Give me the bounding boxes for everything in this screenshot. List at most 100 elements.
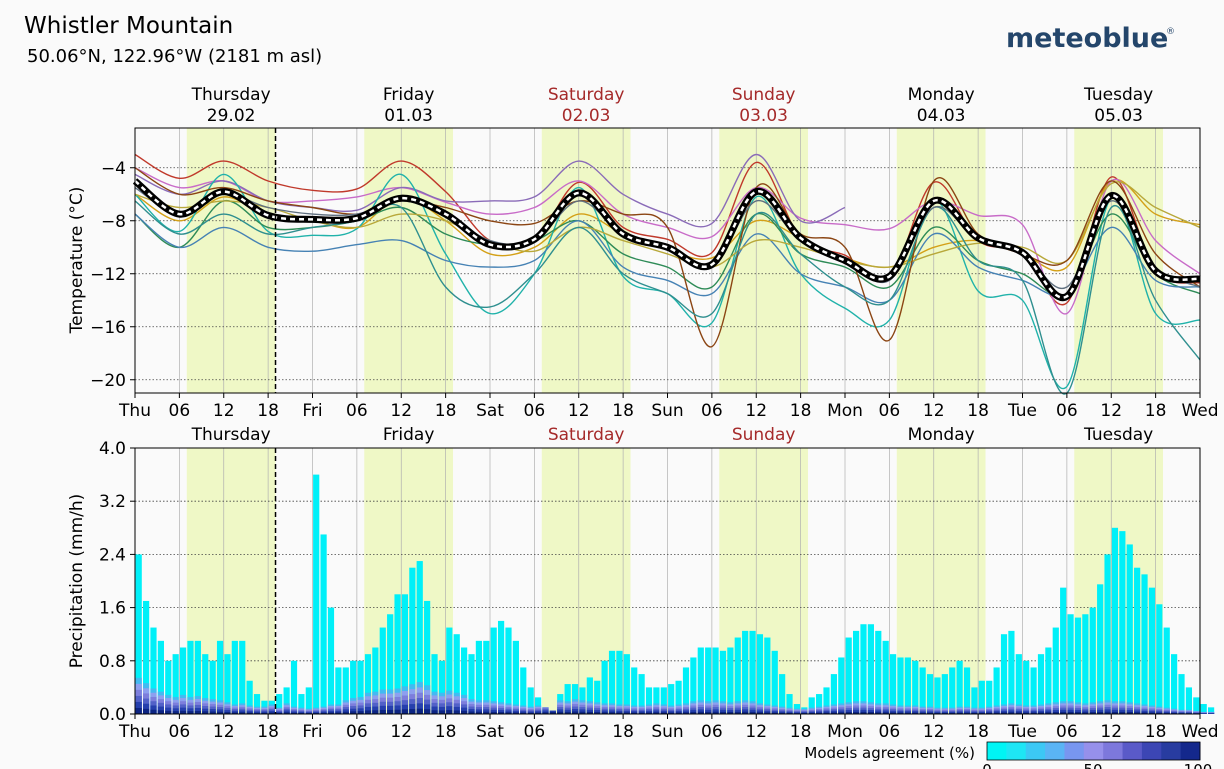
precipitation-bar [690,657,697,714]
precipitation-bar [1156,604,1163,714]
precipitation-bar [919,667,926,714]
precipitation-agreement-segment [379,709,386,714]
precipitation-agreement-segment [1148,711,1156,714]
precipitation-agreement-segment [808,712,815,714]
precipitation-bar [986,680,993,714]
precipitation-xtick-label: 18 [1145,722,1167,742]
precipitation-agreement-segment [631,712,638,714]
precipitation-bar [298,694,305,714]
precipitation-agreement-segment [497,712,505,714]
precipitation-xtick-label: 06 [701,722,723,742]
precipitation-bar [187,640,194,714]
precipitation-agreement-segment [638,711,645,714]
temperature-xtick-label: 12 [1100,401,1122,421]
precipitation-agreement-segment [764,712,771,714]
precipitation-agreement-segment [860,711,867,714]
precipitation-xtick-label: 18 [790,722,812,742]
temperature-day-date-3: 03.03 [739,106,788,126]
legend-swatch-2 [1025,742,1046,760]
precipitation-agreement-segment [468,711,475,714]
temperature-day-date-4: 04.03 [917,106,966,126]
temperature-ytick-label: −16 [90,318,126,338]
temperature-day-name-3: Sunday [732,85,796,105]
precipitation-bar [194,640,201,714]
precipitation-agreement-segment [1126,712,1133,714]
temperature-day-name-1: Friday [383,85,435,105]
precipitation-bar [179,647,187,714]
temperature-y-ticks: −4 −8 −12 −16 −20 [90,159,135,391]
precipitation-xtick-label: 18 [435,722,457,742]
precipitation-agreement-segment [1119,711,1126,714]
precipitation-bar [135,554,142,714]
precipitation-agreement-segment [1089,712,1096,714]
precipitation-xtick-label: Wed [1181,722,1218,742]
precipitation-bar [1023,660,1030,714]
precipitation-agreement-segment [438,710,446,714]
temperature-xtick-label: 18 [967,401,989,421]
precipitation-bar [357,660,364,714]
precipitation-agreement-segment [668,711,675,714]
precipitation-agreement-segment [660,712,667,714]
precipitation-agreement-segment [1000,712,1008,714]
precipitation-bar [601,660,608,714]
precipitation-agreement-segment [986,712,993,714]
precipitation-ytick-label: 0.0 [99,705,126,725]
precipitation-ytick-label: 3.2 [99,492,126,512]
precipitation-agreement-segment [601,712,608,714]
precipitation-bar [867,624,874,714]
precipitation-agreement-segment [1163,712,1170,714]
precipitation-agreement-segment [779,712,786,714]
precipitation-bar [216,640,224,714]
precipitation-agreement-segment [520,712,527,714]
precipitation-bar [335,667,342,714]
precipitation-bar [675,680,682,714]
precipitation-bar [1200,704,1207,714]
precipitation-bar [1074,617,1082,714]
precipitation-agreement-segment [963,712,971,714]
precipitation-xtick-label: 12 [1100,722,1122,742]
precipitation-agreement-segment [512,712,519,714]
precipitation-agreement-segment [941,712,948,714]
precipitation-bar [283,687,290,714]
precipitation-agreement-segment [897,712,904,714]
precipitation-agreement-segment [239,712,246,714]
precipitation-daylight-band-1 [364,448,454,714]
temperature-y-axis-label: Temperature (°C) [67,187,87,335]
legend-frame [986,741,1201,761]
precipitation-agreement-segment [231,712,238,714]
precipitation-agreement-segment [608,712,616,714]
precipitation-agreement-segment [653,712,660,714]
precipitation-bar [734,637,741,714]
precipitation-agreement-segment [1082,712,1089,714]
precipitation-agreement-segment [542,712,549,714]
temperature-x-ticks: Thu 06 12 18 Fri 06 12 18 Sat 06 12 18 Sun 06 12 18 Mon 0… [118,393,1219,421]
precipitation-bar [505,627,512,714]
precipitation-daylight-band-5 [1074,448,1164,714]
precipitation-day-name-4: Monday [908,425,975,445]
precipitation-agreement-segment [1148,712,1156,714]
precipitation-bar [845,637,852,714]
legend-swatch-8 [1141,742,1162,760]
temperature-xtick-label: 12 [745,401,767,421]
precipitation-bar [483,640,490,714]
precipitation-bar [682,667,690,714]
precipitation-agreement-segment [1067,711,1074,714]
temperature-ytick-label: −20 [90,371,126,391]
precipitation-bar [416,561,423,714]
precipitation-agreement-segment [830,712,838,714]
legend-swatch-4 [1064,742,1085,760]
precipitation-agreement-segment [209,711,216,714]
precipitation-xtick-label: 06 [879,722,901,742]
precipitation-agreement-segment [557,711,564,714]
temperature-day-date-2: 02.03 [562,106,611,126]
temperature-xtick-label: Thu [118,401,151,421]
precipitation-bar [1148,587,1156,714]
meteoblue-logo: meteoblue [1006,23,1168,54]
precipitation-xtick-label: 06 [169,722,191,742]
precipitation-agreement-segment [675,712,682,714]
legend-swatch-7 [1122,742,1143,760]
precipitation-bar [771,650,778,714]
precipitation-bar [1126,544,1133,714]
precipitation-bar [949,667,956,714]
